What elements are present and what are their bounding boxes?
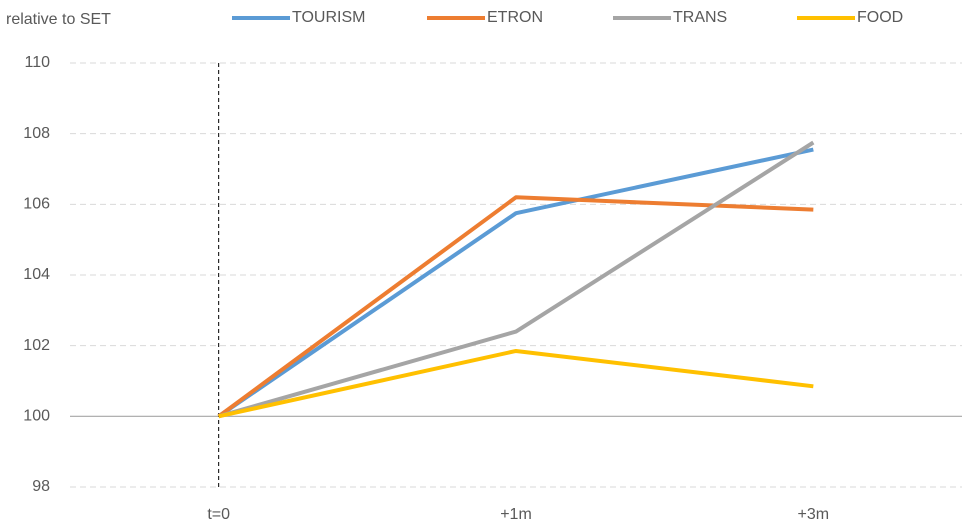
y-tick-label: 110 (24, 54, 50, 71)
x-tick-label: t=0 (207, 506, 230, 523)
x-tick-label: +3m (798, 506, 830, 523)
y-tick-label: 98 (32, 478, 50, 495)
series-line (218, 348, 814, 419)
y-tick-label: 104 (23, 266, 50, 283)
x-tick-label: +1m (500, 506, 532, 523)
legend-label: FOOD (857, 9, 903, 26)
y-tick-label: 106 (23, 196, 50, 213)
series-line (218, 140, 815, 419)
chart-subtitle: relative to SET (6, 11, 111, 28)
legend-label: TRANS (673, 9, 727, 26)
legend-label: TOURISM (292, 9, 365, 26)
series-line (217, 195, 814, 418)
y-tick-label: 100 (23, 408, 50, 425)
legend-label: ETRON (487, 9, 543, 26)
series-line (217, 147, 814, 418)
y-tick-label: 102 (23, 337, 50, 354)
y-tick-label: 108 (23, 125, 50, 142)
